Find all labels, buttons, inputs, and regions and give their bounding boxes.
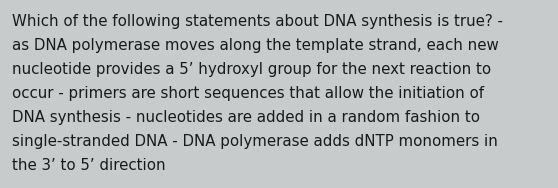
Text: occur - primers are short sequences that allow the initiation of: occur - primers are short sequences that…	[12, 86, 484, 101]
Text: the 3’ to 5’ direction: the 3’ to 5’ direction	[12, 158, 166, 173]
Text: DNA synthesis - nucleotides are added in a random fashion to: DNA synthesis - nucleotides are added in…	[12, 110, 480, 125]
Text: single-stranded DNA - DNA polymerase adds dNTP monomers in: single-stranded DNA - DNA polymerase add…	[12, 134, 498, 149]
Text: as DNA polymerase moves along the template strand, each new: as DNA polymerase moves along the templa…	[12, 38, 499, 53]
Text: Which of the following statements about DNA synthesis is true? -: Which of the following statements about …	[12, 14, 503, 29]
Text: nucleotide provides a 5’ hydroxyl group for the next reaction to: nucleotide provides a 5’ hydroxyl group …	[12, 62, 491, 77]
